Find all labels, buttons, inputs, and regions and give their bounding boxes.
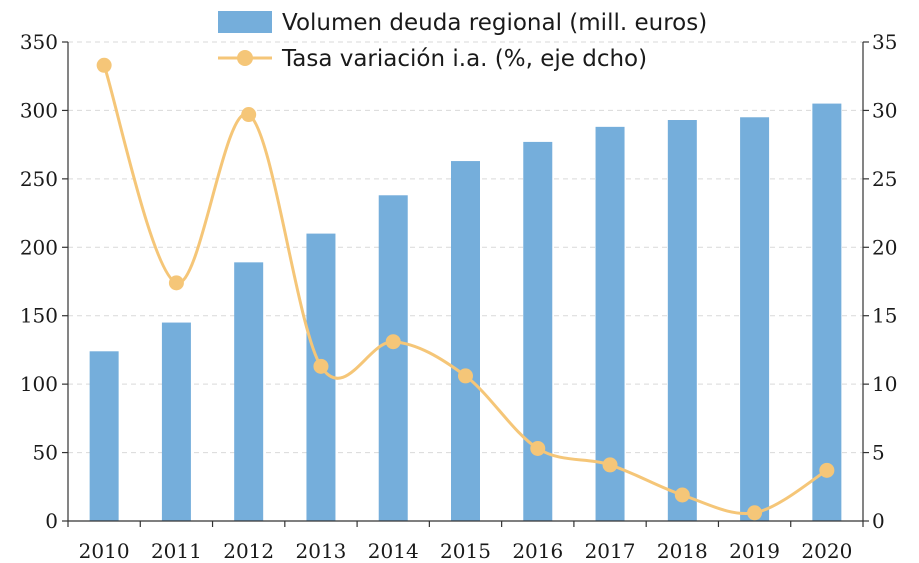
x-tick-label: 2019	[729, 539, 780, 563]
rate-point-2015	[458, 368, 473, 384]
rate-point-2017	[602, 457, 618, 473]
bar-2018	[667, 120, 697, 521]
left-tick-label: 0	[45, 509, 58, 533]
right-tick-label: 20	[872, 235, 897, 259]
rate-point-2011	[168, 275, 184, 291]
bar-series	[89, 103, 842, 522]
bar-2020	[812, 103, 842, 521]
rate-point-2020	[819, 462, 835, 478]
right-tick-label: 35	[872, 30, 897, 54]
legend: Volumen deuda regional (mill. euros) Tas…	[218, 10, 707, 72]
legend-line-label: Tasa variación i.a. (%, eje dcho)	[281, 46, 647, 72]
left-tick-label: 350	[20, 30, 58, 54]
x-tick-label: 2010	[79, 539, 130, 563]
legend-line-marker	[237, 50, 253, 66]
rate-point-2013	[313, 358, 329, 374]
bar-2014	[378, 195, 408, 521]
right-tick-label: 25	[872, 167, 897, 191]
x-tick-label: 2011	[151, 539, 202, 563]
rate-point-2018	[674, 487, 690, 503]
x-tick-label: 2020	[801, 539, 852, 563]
bar-2010	[89, 351, 119, 521]
bar-2012	[234, 262, 264, 521]
x-tick-label: 2012	[223, 539, 274, 563]
x-tick-label: 2013	[296, 539, 347, 563]
rate-point-2016	[530, 440, 546, 456]
right-axis-ticks: 0 5 10 15 20 25 30 35	[863, 30, 897, 533]
x-tick-label: 2016	[512, 539, 563, 563]
right-tick-label: 15	[872, 304, 897, 328]
legend-bar-label: Volumen deuda regional (mill. euros)	[282, 10, 707, 36]
left-tick-label: 200	[20, 235, 58, 259]
right-tick-label: 5	[872, 441, 885, 465]
x-tick-label: 2018	[657, 539, 708, 563]
x-tick-label: 2015	[440, 539, 491, 563]
line-series	[96, 57, 835, 521]
bar-2011	[161, 322, 191, 521]
axes	[67, 42, 864, 522]
left-axis-ticks: 0 50 100 150 200 250 300 350	[20, 30, 68, 533]
bar-2015	[451, 161, 480, 521]
left-tick-label: 100	[20, 372, 58, 396]
legend-bar-swatch	[218, 11, 272, 33]
rate-point-2019	[747, 505, 763, 521]
left-tick-label: 300	[20, 98, 58, 122]
rate-point-2012	[241, 107, 257, 123]
bar-2017	[595, 126, 625, 521]
right-tick-label: 10	[872, 372, 897, 396]
right-tick-label: 0	[872, 509, 885, 533]
bar-2016	[523, 141, 553, 522]
left-tick-label: 150	[20, 304, 58, 328]
x-tick-label: 2017	[585, 539, 636, 563]
x-axis-ticks: 2010 2011 2012 2013 2014 2015 2016 2017 2018 2019…	[67, 521, 864, 563]
rate-point-2010	[96, 57, 112, 73]
left-tick-label: 250	[20, 167, 58, 191]
right-tick-label: 30	[872, 98, 897, 122]
bar-2019	[740, 117, 770, 522]
left-tick-label: 50	[33, 441, 58, 465]
x-tick-label: 2014	[368, 539, 419, 563]
rate-point-2014	[385, 334, 401, 350]
